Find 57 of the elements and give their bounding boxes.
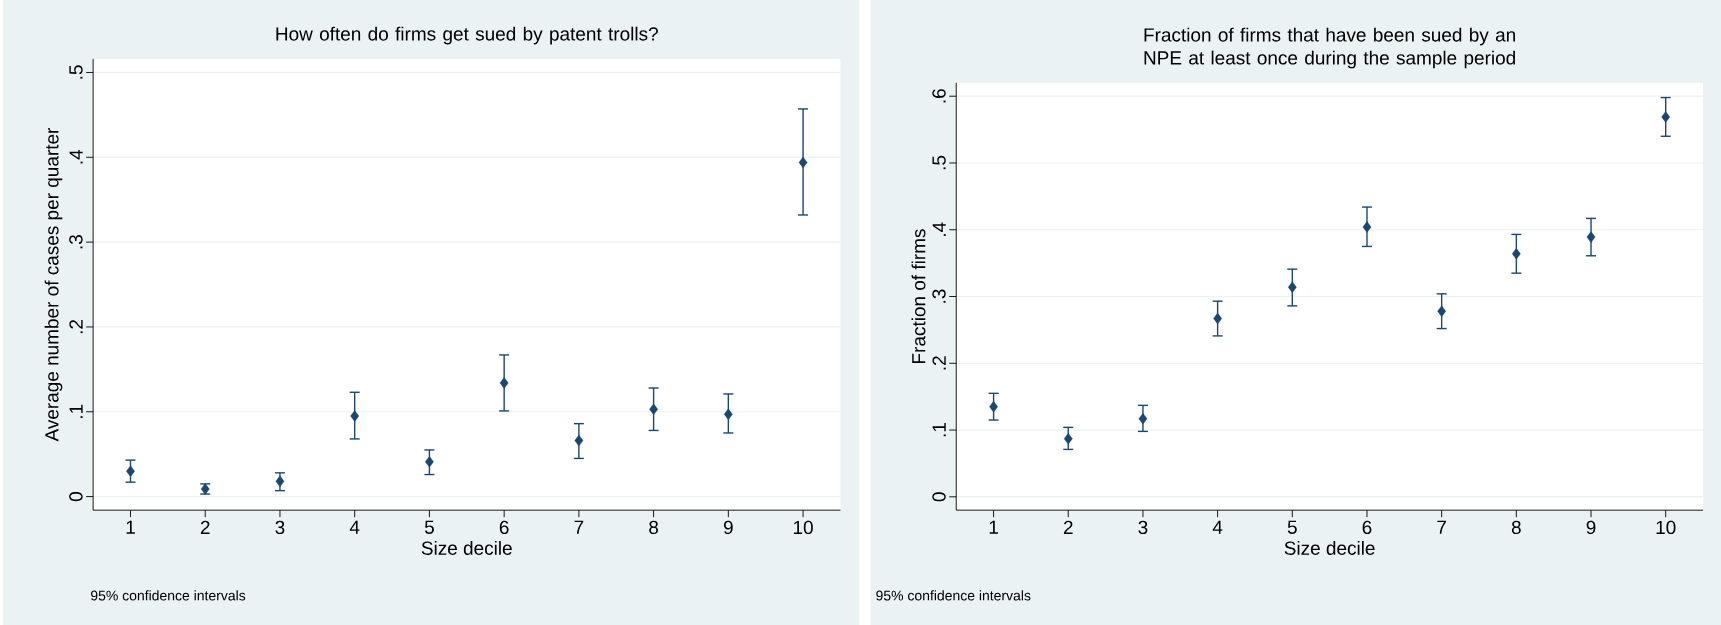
y-tick-label: .5 bbox=[69, 65, 83, 79]
x-tick-label: 4 bbox=[349, 520, 360, 534]
x-tick-label: 5 bbox=[1287, 520, 1297, 534]
point bbox=[275, 475, 285, 488]
y-tick-label: .1 bbox=[932, 423, 946, 437]
y-tick-label: .3 bbox=[69, 235, 83, 249]
x-tick-label: 10 bbox=[793, 520, 813, 535]
x-tick-label: 4 bbox=[1212, 520, 1223, 534]
text: 95% confidence intervals bbox=[91, 590, 246, 601]
point bbox=[1287, 281, 1297, 293]
x-tick-label: 6 bbox=[499, 520, 509, 535]
y-tick-label: .6 bbox=[932, 89, 946, 103]
y-tick-label: 0 bbox=[932, 492, 946, 502]
y-tick-label: .4 bbox=[932, 222, 946, 236]
x-tick-label: 2 bbox=[1063, 520, 1073, 534]
y-axis-title: Average number of cases per quarter bbox=[44, 127, 63, 442]
point bbox=[126, 465, 135, 477]
y-tick-label: .1 bbox=[69, 404, 83, 418]
x-axis-title: Size decile bbox=[1284, 540, 1375, 555]
x-tick-label: 5 bbox=[424, 520, 434, 534]
x-tick-label: 6 bbox=[1362, 520, 1372, 535]
point bbox=[1512, 248, 1521, 260]
point bbox=[1586, 231, 1596, 243]
point bbox=[574, 434, 584, 447]
point bbox=[1362, 221, 1372, 233]
x-tick-label: 3 bbox=[1138, 520, 1148, 535]
x-axis-title: Size decile bbox=[421, 540, 512, 555]
y-tick-label: .2 bbox=[932, 356, 946, 370]
point bbox=[350, 410, 360, 422]
x-tick-label: 7 bbox=[1437, 520, 1446, 534]
x-tick-label: 1 bbox=[126, 520, 135, 534]
x-tick-label: 8 bbox=[649, 520, 659, 535]
x-tick-label: 10 bbox=[1656, 520, 1676, 535]
y-axis-title: Fraction of firms bbox=[911, 229, 926, 363]
point bbox=[798, 156, 808, 169]
chart-title: Fraction of firms that have been sued by an NPE at least once during the sample period bbox=[1144, 27, 1515, 69]
x-tick-label: 9 bbox=[723, 520, 733, 535]
x-tick-label: 2 bbox=[200, 520, 210, 534]
point bbox=[1661, 111, 1671, 123]
y-tick-label: .4 bbox=[69, 149, 83, 164]
x-tick-label: 8 bbox=[1511, 520, 1521, 535]
point bbox=[499, 377, 509, 389]
x-tick-label: 1 bbox=[989, 520, 998, 534]
y-tick-label: .2 bbox=[69, 319, 83, 334]
point bbox=[425, 456, 434, 468]
point bbox=[1437, 305, 1446, 317]
text: 95% confidence intervals bbox=[876, 590, 1031, 601]
x-tick-label: 9 bbox=[1586, 520, 1596, 535]
chart-title: How often do firms get sued by patent trolls? bbox=[276, 26, 658, 45]
point bbox=[1138, 413, 1148, 425]
x-tick-label: 3 bbox=[275, 520, 285, 535]
point bbox=[649, 403, 658, 415]
y-tick-label: 0 bbox=[69, 492, 83, 502]
x-tick-label: 7 bbox=[574, 520, 584, 534]
point bbox=[1063, 433, 1073, 445]
y-tick-label: .3 bbox=[932, 289, 946, 303]
y-tick-label: .5 bbox=[932, 155, 946, 170]
